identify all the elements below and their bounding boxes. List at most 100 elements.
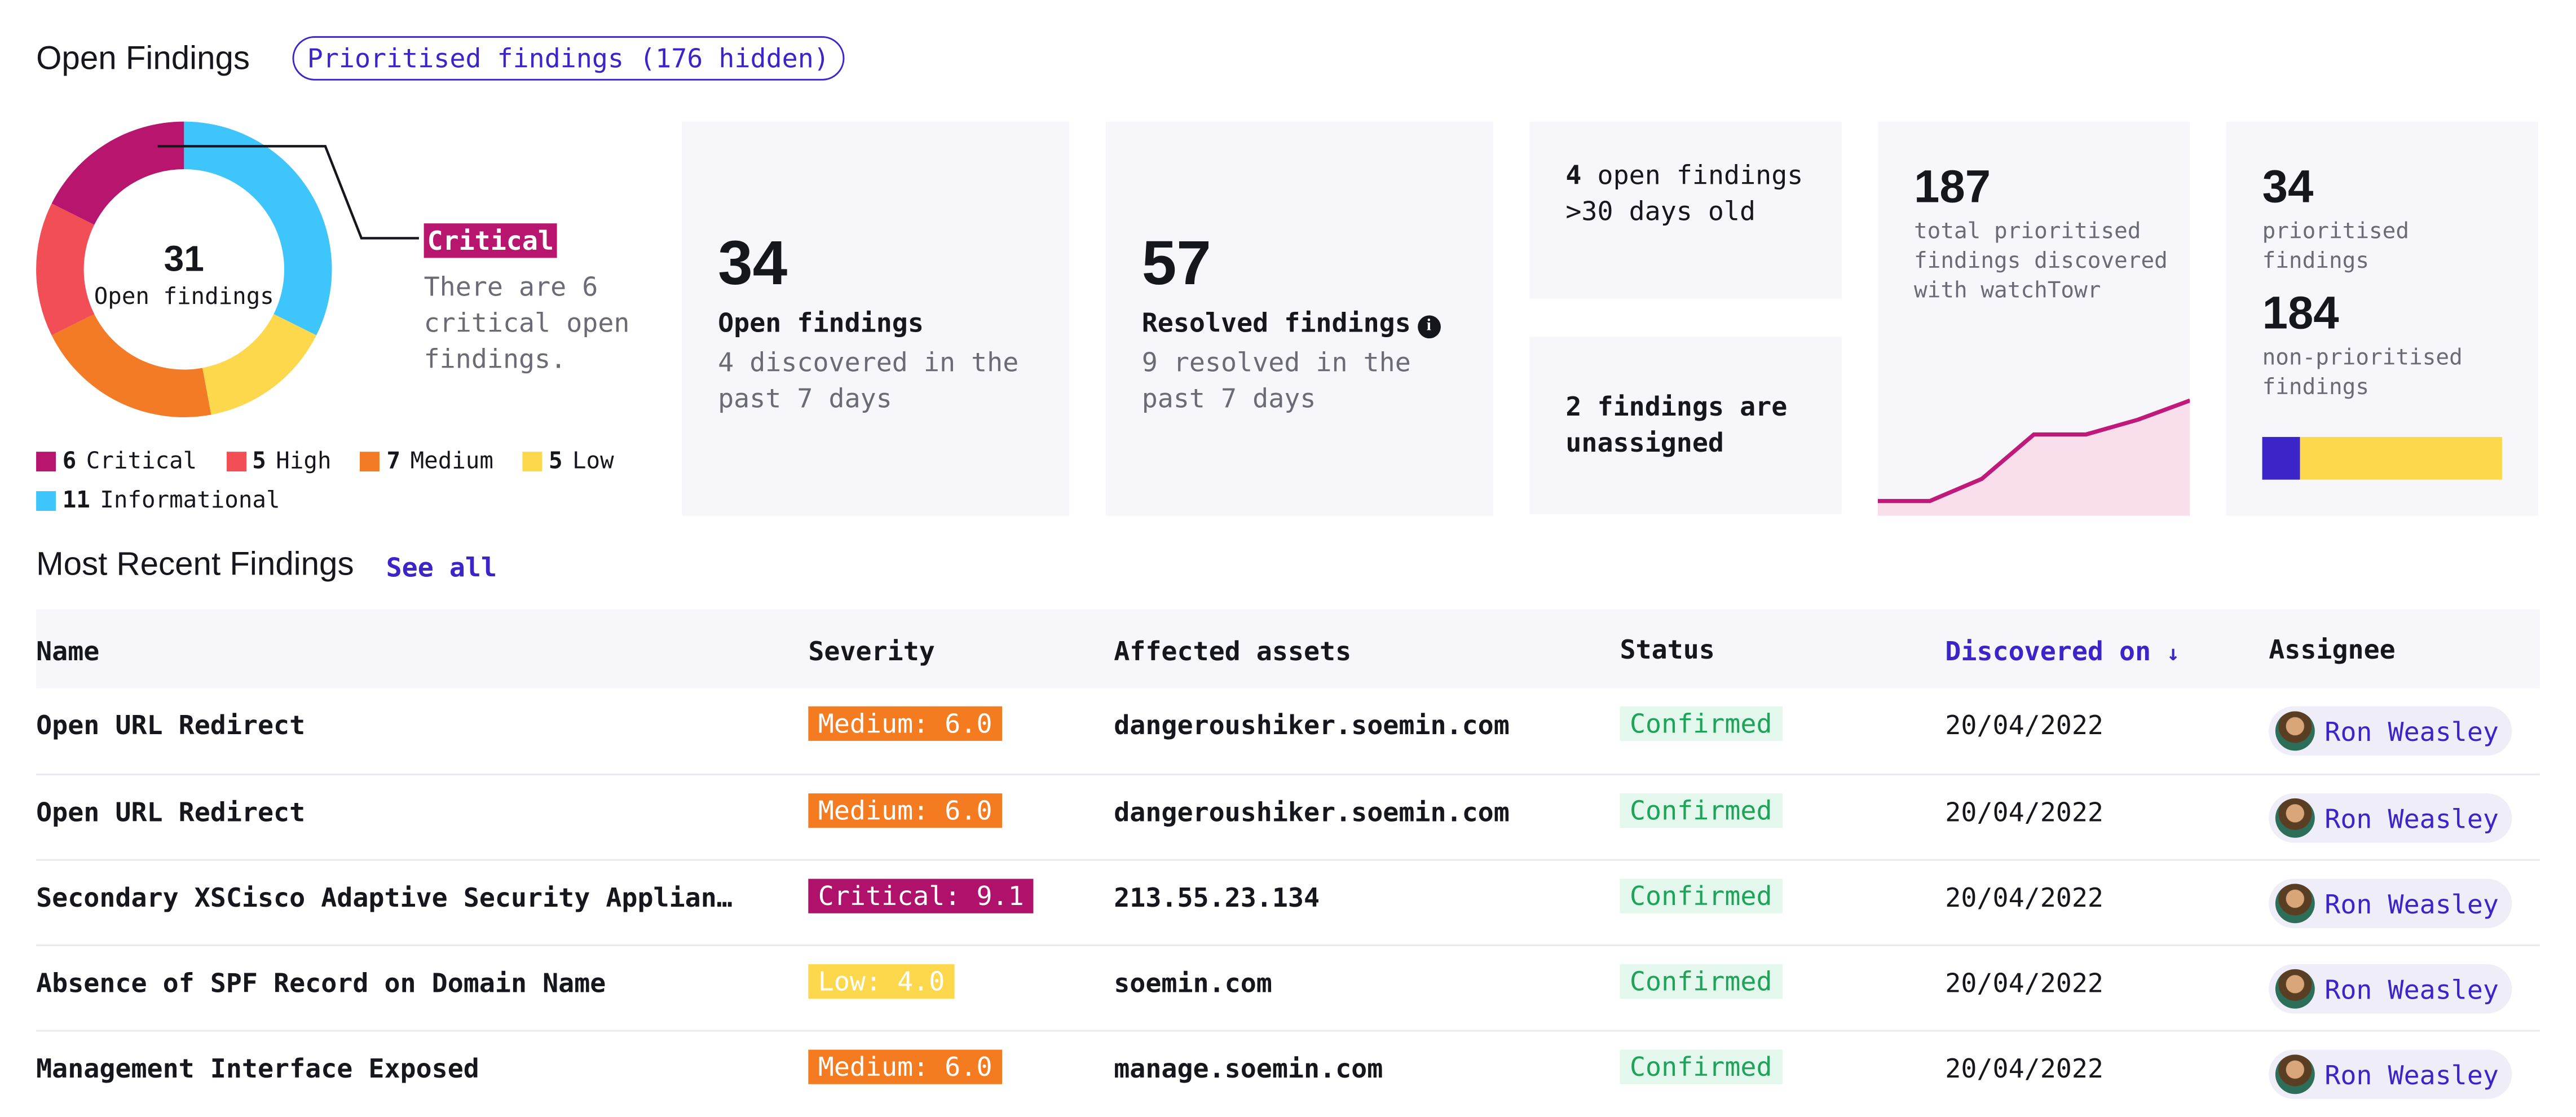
avatar <box>2275 969 2315 1009</box>
split-bar-non-prioritised <box>2299 436 2502 480</box>
severity-legend-row-2: 11 Informational <box>36 486 293 517</box>
total-prioritised-count: 187 <box>1913 161 1991 212</box>
open-findings-count: 34 <box>718 229 788 299</box>
status-badge: Confirmed <box>1620 1049 1783 1084</box>
legend-informational[interactable]: 11 Informational <box>36 488 280 514</box>
severity-badge: Medium: 6.0 <box>808 706 1003 741</box>
unassigned-findings-card[interactable]: 2 findings are unassigned <box>1529 337 1842 514</box>
finding-name[interactable]: Secondary XSCisco Adaptive Security Appl… <box>36 882 733 913</box>
legend-swatch-icon <box>36 452 56 472</box>
resolved-findings-count: 57 <box>1141 229 1211 299</box>
legend-critical[interactable]: 6 Critical <box>36 448 197 475</box>
trend-area <box>1877 400 2190 516</box>
severity-badge: Low: 4.0 <box>808 964 955 999</box>
affected-asset[interactable]: dangeroushiker.soemin.com <box>1114 709 1510 741</box>
column-affected-assets[interactable]: Affected assets <box>1114 635 1352 667</box>
table-row[interactable]: Open URL Redirect Medium: 6.0 dangeroushik… <box>36 688 2540 774</box>
prioritised-trend-chart <box>1877 398 2190 516</box>
severity-badge: Medium: 6.0 <box>808 793 1003 828</box>
affected-asset[interactable]: dangeroushiker.soemin.com <box>1114 796 1510 828</box>
assignee-chip[interactable]: Ron Weasley <box>2269 1049 2512 1099</box>
affected-asset[interactable]: manage.soemin.com <box>1114 1053 1383 1084</box>
column-status[interactable]: Status <box>1620 634 1715 665</box>
donut-total: 31 <box>164 239 204 279</box>
avatar <box>2275 798 2315 838</box>
donut-segment-informational[interactable] <box>184 121 332 335</box>
most-recent-findings-title: Most Recent Findings <box>36 547 354 584</box>
finding-name[interactable]: Absence of SPF Record on Domain Name <box>36 967 606 999</box>
discovered-date: 20/04/2022 <box>1945 1053 2103 1084</box>
legend-count: 5 <box>548 448 563 475</box>
column-discovered-on[interactable]: Discovered on ↓ <box>1945 635 2180 666</box>
discovered-date: 20/04/2022 <box>1945 709 2103 741</box>
resolved-findings-card[interactable]: 57 Resolved findings i 9 resolved in the … <box>1105 121 1494 516</box>
donut-segment-medium[interactable] <box>51 314 211 417</box>
legend-swatch-icon <box>36 491 56 511</box>
affected-asset[interactable]: soemin.com <box>1114 967 1272 999</box>
old-findings-card[interactable]: 4 open findings >30 days old <box>1529 121 1842 299</box>
prioritised-split-bar <box>2262 436 2502 480</box>
affected-asset[interactable]: 213.55.23.134 <box>1114 882 1320 913</box>
legend-label: Medium <box>410 448 493 475</box>
prioritised-split-card[interactable]: 34 prioritised findings 184 non-prioriti… <box>2226 121 2539 516</box>
table-row[interactable]: Management Interface Exposed Medium: 6.0 m… <box>36 1030 2540 1117</box>
old-findings-count: 4 <box>1565 159 1582 191</box>
resolved-findings-title: Resolved findings i <box>1141 307 1441 339</box>
legend-high[interactable]: 5 High <box>226 448 332 475</box>
legend-label: Critical <box>86 448 197 475</box>
unassigned-description: findings are <box>1597 391 1788 422</box>
finding-name[interactable]: Management Interface Exposed <box>36 1053 479 1084</box>
split-bar-prioritised <box>2262 436 2300 480</box>
legend-medium[interactable]: 7 Medium <box>360 448 493 475</box>
info-icon[interactable]: i <box>1417 315 1441 339</box>
total-prioritised-card[interactable]: 187 total prioritised findings discovere… <box>1877 121 2190 516</box>
severity-badge: Critical: 9.1 <box>808 878 1034 913</box>
non-prioritised-count: 184 <box>2262 287 2339 339</box>
assignee-name: Ron Weasley <box>2324 715 2499 747</box>
assignee-name: Ron Weasley <box>2324 888 2499 919</box>
open-findings-card[interactable]: 34 Open findings 4 discovered in the pas… <box>682 121 1070 516</box>
column-severity[interactable]: Severity <box>808 635 935 667</box>
table-row[interactable]: Absence of SPF Record on Domain Name Low:… <box>36 944 2540 1031</box>
avatar <box>2275 884 2315 924</box>
donut-segment-critical[interactable] <box>51 121 184 225</box>
open-findings-label: Open findings <box>718 307 924 339</box>
discovered-date: 20/04/2022 <box>1945 967 2103 999</box>
column-discovered-label: Discovered on <box>1945 635 2151 667</box>
resolved-findings-label: Resolved findings <box>1141 307 1411 339</box>
critical-highlight-tag: Critical <box>424 223 557 258</box>
table-row[interactable]: Open URL Redirect Medium: 6.0 dangeroushik… <box>36 774 2540 860</box>
finding-name[interactable]: Open URL Redirect <box>36 709 306 741</box>
assignee-chip[interactable]: Ron Weasley <box>2269 793 2512 843</box>
unassigned-count: 2 <box>1565 391 1582 422</box>
old-findings-description: open findings >30 days old <box>1565 159 1803 227</box>
column-assignee[interactable]: Assignee <box>2269 634 2396 665</box>
prioritised-count: 34 <box>2262 161 2314 212</box>
status-badge: Confirmed <box>1620 964 1783 999</box>
finding-name[interactable]: Open URL Redirect <box>36 796 306 828</box>
status-badge: Confirmed <box>1620 706 1783 741</box>
donut-segment-low[interactable] <box>202 314 316 415</box>
assignee-chip[interactable]: Ron Weasley <box>2269 706 2512 756</box>
assignee-chip[interactable]: Ron Weasley <box>2269 878 2512 928</box>
column-name[interactable]: Name <box>36 635 100 667</box>
prioritised-label: prioritised findings <box>2262 218 2410 275</box>
severity-donut-chart: 31 Open findings <box>36 121 419 417</box>
prioritised-findings-chip[interactable]: Prioritised findings (176 hidden) <box>292 36 845 81</box>
assignee-chip[interactable]: Ron Weasley <box>2269 964 2512 1014</box>
unassigned-findings-text: 2 findings are unassigned <box>1565 389 1837 461</box>
legend-label: Low <box>572 448 614 475</box>
severity-badge: Medium: 6.0 <box>808 1049 1003 1084</box>
legend-count: 5 <box>252 448 266 475</box>
legend-swatch-icon <box>522 452 542 472</box>
status-badge: Confirmed <box>1620 793 1783 828</box>
assignee-name: Ron Weasley <box>2324 1058 2499 1090</box>
table-row[interactable]: Secondary XSCisco Adaptive Security Appl… <box>36 859 2540 946</box>
severity-legend: 6 Critical 5 High 7 Medium 5 Low <box>36 447 660 478</box>
arrow-down-icon: ↓ <box>2167 642 2180 667</box>
old-findings-text: 4 open findings >30 days old <box>1565 158 1812 230</box>
legend-low[interactable]: 5 Low <box>522 448 614 475</box>
donut-segment-high[interactable] <box>36 203 95 335</box>
see-all-link[interactable]: See all <box>386 551 497 584</box>
donut-center-label: Open findings <box>94 282 274 310</box>
